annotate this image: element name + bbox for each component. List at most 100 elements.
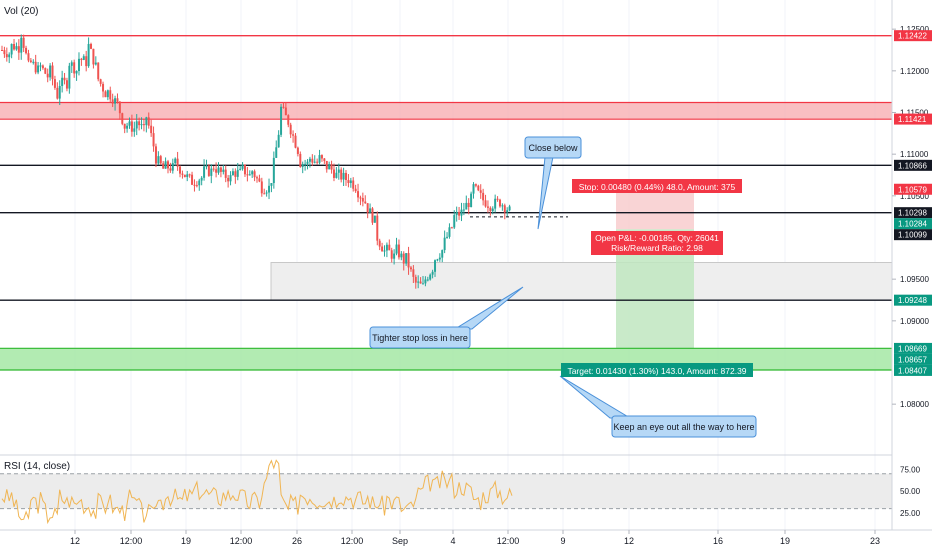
price-tick-label: 1.12500: [900, 25, 929, 34]
candle-body: [99, 79, 102, 84]
candle-body: [219, 167, 222, 172]
candle-body: [253, 171, 256, 178]
candle-body: [10, 43, 13, 55]
candle-body: [330, 164, 333, 170]
callout-close-below-text: Close below: [528, 143, 578, 153]
volume-indicator-label[interactable]: Vol (20): [4, 6, 38, 17]
resistance-zone: [0, 102, 892, 120]
candle-body: [51, 65, 54, 80]
candle-body: [166, 161, 169, 169]
candle-body: [364, 201, 367, 204]
rsi-line: [1, 459, 513, 525]
candle-body: [58, 86, 61, 99]
candle-body: [63, 77, 66, 81]
candle-body: [373, 215, 376, 223]
candle-body: [236, 169, 239, 177]
candle-body: [169, 168, 172, 171]
candle-body: [49, 65, 52, 78]
candle-body: [20, 37, 23, 53]
candle-body: [73, 62, 76, 74]
candle-body: [496, 198, 499, 200]
callout-close-below[interactable]: Close below: [524, 136, 582, 230]
candle-body: [409, 267, 412, 270]
candle-body: [429, 274, 432, 280]
candle-body: [470, 193, 473, 208]
candle-body: [1, 50, 3, 51]
candle-body: [335, 172, 338, 178]
candle-body: [446, 236, 449, 238]
callout-tighter-stop[interactable]: Tighter stop loss in here: [369, 286, 524, 349]
candle-body: [275, 147, 278, 158]
candle-body: [8, 54, 11, 58]
candle-body: [229, 175, 232, 182]
time-tick-label: 12:00: [230, 536, 253, 546]
pnl-label: Open P&L: -0.00185, Qty: 26041 Risk/Rewa…: [591, 231, 723, 255]
candle-body: [503, 205, 506, 213]
horizontal-lines[interactable]: [0, 35, 892, 301]
candle-body: [287, 115, 290, 125]
price-axis-ticks: 1.12500 1.12000 1.11500 1.11000 1.10500 1.095…: [892, 25, 929, 409]
candle-body: [152, 133, 155, 147]
candle-body: [56, 87, 59, 99]
candle-body: [70, 62, 73, 66]
price-axis-background[interactable]: [892, 0, 932, 530]
time-tick-label: 12:00: [120, 536, 143, 546]
candle-body: [246, 174, 249, 176]
candle-body: [366, 203, 369, 213]
price-tag: [894, 294, 932, 306]
candle-body: [352, 180, 355, 189]
candle-body: [369, 208, 372, 213]
price-tick-label: 1.10500: [900, 192, 929, 201]
candle-body: [111, 99, 114, 104]
price-tag: [894, 342, 932, 354]
candle-body: [162, 163, 165, 169]
callout-keep-an-eye-text: Keep an eye out all the way to here: [613, 422, 754, 432]
candle-body: [193, 184, 196, 186]
price-candles: [1, 34, 511, 289]
candle-body: [482, 192, 485, 201]
candle-body: [82, 56, 85, 60]
price-tick-label: 1.09500: [900, 275, 929, 284]
candle-body: [414, 276, 417, 283]
candle-body: [92, 48, 95, 65]
candle-body: [231, 171, 234, 176]
candle-body: [243, 164, 246, 175]
candle-body: [195, 185, 198, 187]
candle-body: [118, 101, 121, 114]
candle-body: [460, 209, 463, 216]
time-axis[interactable]: 12 12:00 19 12:00 26 12:00 Sep 4 12:00 9 12 16 19 23: [70, 530, 880, 546]
candle-body: [121, 113, 124, 124]
candle-body: [32, 61, 35, 63]
candle-body: [174, 158, 177, 164]
candle-body: [154, 146, 157, 164]
candle-body: [371, 208, 374, 223]
candle-body: [318, 155, 321, 163]
candle-body: [388, 244, 391, 251]
price-tag: [894, 159, 932, 171]
candle-body: [46, 73, 49, 78]
pnl-label-text: Open P&L: -0.00185, Qty: 26041: [595, 233, 719, 243]
candle-body: [311, 158, 314, 163]
candle-body: [130, 121, 133, 132]
candle-body: [265, 192, 268, 194]
price-tag: [894, 364, 932, 376]
price-tick-label: 1.09000: [900, 317, 929, 326]
candle-body: [328, 164, 331, 170]
candle-body: [301, 163, 304, 168]
price-tag-label: 1.10099: [898, 231, 927, 240]
price-tag-label: 1.10284: [898, 220, 927, 229]
candle-body: [282, 106, 285, 108]
candle-body: [147, 117, 150, 126]
candle-body: [37, 65, 40, 73]
candle-body: [104, 91, 107, 98]
candle-body: [77, 58, 80, 71]
candle-body: [458, 211, 461, 216]
candle-body: [304, 163, 307, 165]
rsi-indicator-label[interactable]: RSI (14, close): [4, 461, 70, 472]
callout-keep-an-eye[interactable]: Keep an eye out all the way to here: [559, 375, 757, 438]
candle-body: [332, 169, 335, 178]
time-tick-label: 12:00: [497, 536, 520, 546]
candle-body: [138, 121, 141, 126]
candle-body: [462, 209, 465, 211]
